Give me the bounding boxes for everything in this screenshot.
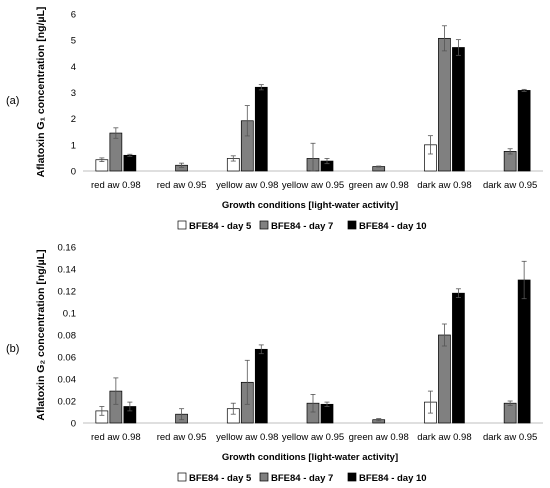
y-tick-label: 0.1	[63, 309, 76, 320]
x-axis-title: Growth conditions [light-water activity]	[222, 452, 398, 463]
y-tick-label: 0	[71, 167, 76, 178]
panel-label: (b)	[6, 343, 19, 355]
x-category-label: yellow aw 0.98	[216, 180, 278, 191]
x-axis-title: Growth conditions [light-water activity]	[222, 200, 398, 211]
bar	[517, 90, 531, 172]
y-tick-label: 0.16	[58, 243, 77, 254]
x-category-label: yellow aw 0.95	[282, 180, 344, 191]
y-tick-label: 5	[71, 36, 76, 47]
legend-label: BFE84 - day 5	[189, 473, 252, 484]
legend-swatch	[347, 472, 357, 482]
x-category-label: red aw 0.98	[91, 180, 141, 191]
panel-label: (a)	[6, 95, 19, 107]
legend-swatch	[177, 220, 187, 230]
y-tick-label: 6	[71, 10, 76, 21]
legend-swatch	[347, 220, 357, 230]
y-tick-label: 0.08	[58, 331, 77, 342]
x-category-label: green aw 0.98	[349, 180, 409, 191]
x-category-label: yellow aw 0.95	[282, 432, 344, 443]
y-tick-label: 3	[71, 88, 76, 99]
chart-panel-2: (b) 0 0.02 0.04 0.06 0.08 0.1 0.12 0.14 0.16 Aflat…	[6, 243, 543, 484]
y-tick-label: 0	[71, 419, 76, 430]
legend-label: BFE84 - day 7	[271, 221, 333, 232]
legend-label: BFE84 - day 7	[271, 473, 333, 484]
x-category-label: dark aw 0.98	[417, 432, 471, 443]
x-category-label: dark aw 0.98	[417, 180, 471, 191]
x-category-label: red aw 0.98	[91, 432, 141, 443]
y-axis-title: Aflatoxin G₂ concentration [ng/µL]	[35, 249, 47, 420]
bar	[123, 154, 137, 172]
x-category-label: red aw 0.95	[157, 180, 207, 191]
legend-label: BFE84 - day 5	[189, 221, 252, 232]
legend-swatch	[259, 220, 269, 230]
y-tick-label: 0.02	[58, 397, 77, 408]
x-category-label: dark aw 0.95	[483, 432, 537, 443]
y-tick-label: 1	[71, 140, 76, 151]
x-category-label: dark aw 0.95	[483, 180, 537, 191]
x-category-label: green aw 0.98	[349, 432, 409, 443]
x-category-label: red aw 0.95	[157, 432, 207, 443]
y-tick-label: 2	[71, 114, 76, 125]
legend-label: BFE84 - day 10	[359, 221, 427, 232]
bar	[254, 348, 268, 424]
y-tick-label: 0.04	[58, 375, 77, 386]
bar	[109, 132, 123, 172]
bar	[254, 86, 268, 172]
y-tick-label: 0.06	[58, 353, 77, 364]
y-tick-label: 0.12	[58, 287, 77, 298]
bar	[517, 279, 531, 424]
y-tick-label: 4	[71, 62, 76, 73]
y-tick-label: 0.14	[58, 265, 77, 276]
legend-label: BFE84 - day 10	[359, 473, 427, 484]
bar	[503, 402, 517, 424]
legend-swatch	[177, 472, 187, 482]
legend-swatch	[259, 472, 269, 482]
bar	[320, 403, 334, 424]
x-category-label: yellow aw 0.98	[216, 432, 278, 443]
chart-panel-1: (a) 0 1 2 3 4 5 6 Aflatoxin G₁ concentration [ng…	[6, 7, 543, 232]
bar	[452, 47, 465, 172]
bar	[438, 37, 451, 172]
bar	[452, 292, 465, 424]
bar	[438, 334, 451, 424]
y-axis-title: Aflatoxin G₁ concentration [ng/µL]	[35, 7, 47, 178]
